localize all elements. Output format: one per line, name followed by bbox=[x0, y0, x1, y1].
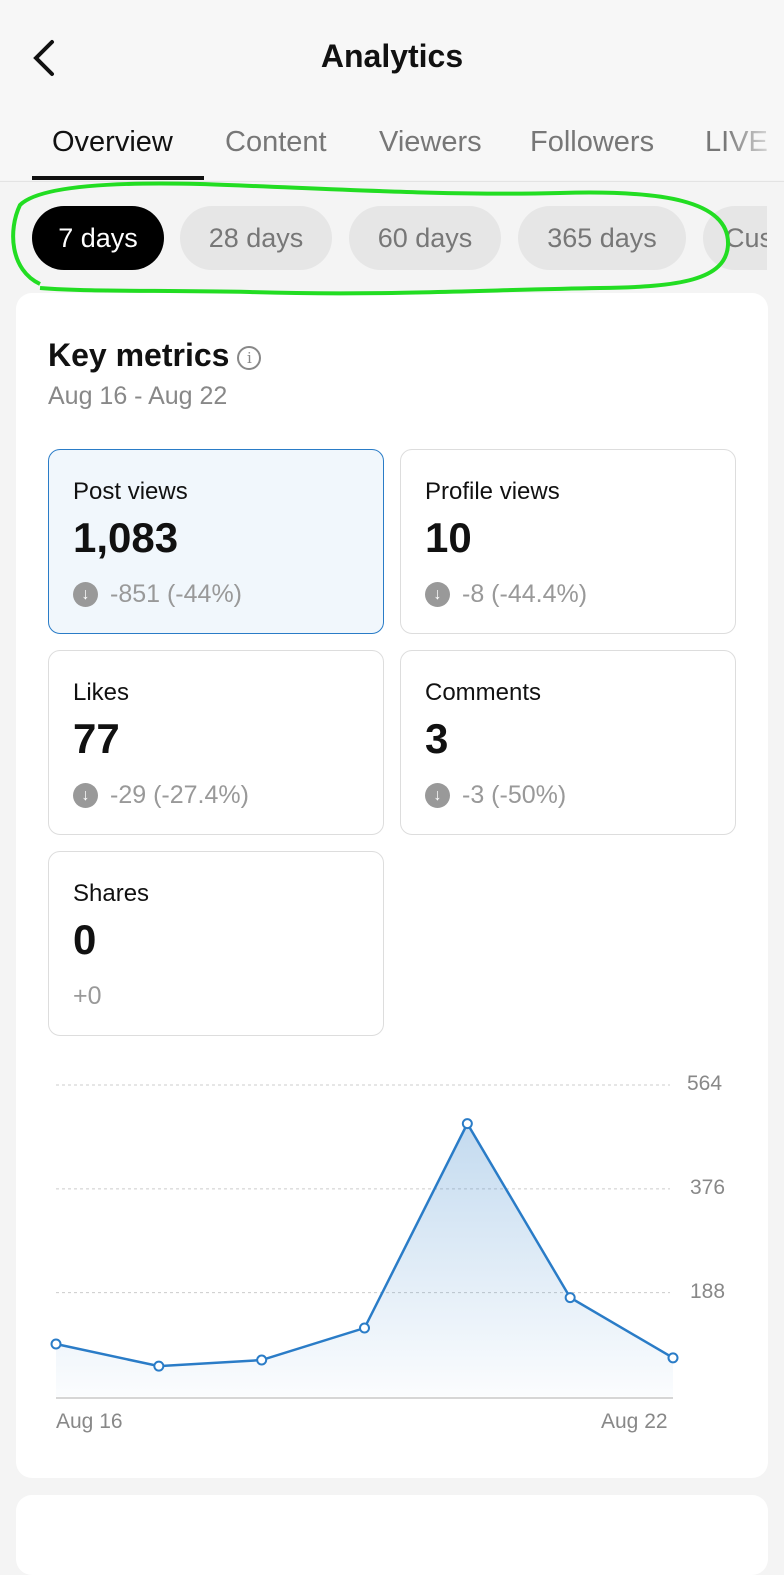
page-title: Analytics bbox=[320, 38, 464, 74]
data-point bbox=[256, 1354, 268, 1366]
area-fill bbox=[56, 1123, 673, 1397]
tab-viewers[interactable]: Viewers bbox=[379, 126, 482, 158]
metric-profile-views[interactable]: Profile views 10 ↓ -8 (-44.4%) bbox=[400, 449, 736, 634]
y-tick-376: 376 bbox=[690, 1176, 726, 1199]
y-tick-564: 564 bbox=[687, 1072, 723, 1095]
metric-value: 3 bbox=[425, 715, 449, 762]
tab-overview[interactable]: Overview bbox=[52, 126, 173, 158]
arrow-down-icon: ↓ bbox=[73, 582, 98, 607]
arrow-down-icon: ↓ bbox=[425, 582, 450, 607]
metric-label: Comments bbox=[425, 679, 542, 706]
y-tick-188: 188 bbox=[690, 1280, 726, 1303]
tab-content[interactable]: Content bbox=[225, 126, 327, 158]
arrow-down-icon: ↓ bbox=[73, 783, 98, 808]
metric-shares[interactable]: Shares 0 +0 bbox=[48, 851, 384, 1036]
tab-followers[interactable]: Followers bbox=[530, 126, 655, 158]
arrow-down-icon: ↓ bbox=[425, 783, 450, 808]
metric-value: 10 bbox=[425, 514, 472, 561]
metric-comments[interactable]: Comments 3 ↓ -3 (-50%) bbox=[400, 650, 736, 835]
date-range: Aug 16 - Aug 22 bbox=[48, 382, 228, 410]
metric-change: -8 (-44.4%) bbox=[462, 580, 588, 608]
metric-value: 1,083 bbox=[73, 514, 179, 561]
metric-change: -851 (-44%) bbox=[110, 580, 242, 608]
key-metrics-title: Key metrics i bbox=[48, 337, 262, 374]
data-point bbox=[359, 1322, 370, 1334]
post-views-chart bbox=[50, 1084, 679, 1399]
active-tab-indicator bbox=[32, 176, 204, 180]
data-point bbox=[50, 1338, 62, 1350]
x-tick-start: Aug 16 bbox=[56, 1410, 123, 1433]
metric-label: Shares bbox=[73, 880, 150, 907]
metric-likes[interactable]: Likes 77 ↓ -29 (-27.4%) bbox=[48, 650, 384, 835]
data-point bbox=[153, 1360, 165, 1372]
metric-post-views[interactable]: Post views 1,083 ↓ -851 (-44%) bbox=[48, 449, 384, 634]
metric-value: 0 bbox=[73, 916, 97, 963]
metric-change: -3 (-50%) bbox=[462, 781, 567, 809]
key-metrics-label: Key metrics bbox=[48, 337, 230, 373]
info-icon[interactable]: i bbox=[237, 345, 262, 370]
data-point bbox=[667, 1352, 679, 1364]
metric-label: Likes bbox=[73, 679, 130, 706]
tab-fade bbox=[724, 100, 784, 180]
metric-label: Post views bbox=[73, 478, 188, 505]
x-tick-end: Aug 22 bbox=[601, 1410, 668, 1433]
metric-value: 77 bbox=[73, 715, 120, 762]
metric-change: +0 bbox=[73, 982, 102, 1010]
back-chevron-left-icon[interactable] bbox=[30, 38, 60, 78]
header bbox=[0, 0, 784, 180]
metric-change: -29 (-27.4%) bbox=[110, 781, 249, 809]
metric-label: Profile views bbox=[425, 478, 560, 505]
data-point bbox=[564, 1292, 576, 1304]
data-point bbox=[461, 1118, 473, 1130]
